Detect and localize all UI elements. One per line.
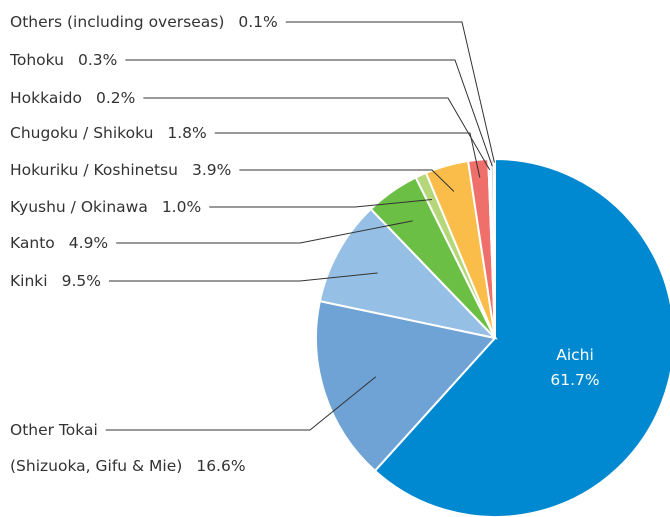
pie-slice	[315, 299, 497, 473]
category-name: Others (including overseas)	[10, 13, 224, 31]
category-name: Kanto	[10, 234, 55, 252]
pie-slice	[318, 207, 498, 340]
value-label: 0.1%	[238, 13, 277, 31]
value-label: 0.3%	[78, 51, 117, 69]
category-name: Tohoku	[9, 51, 64, 69]
category-label: Chugoku / Shikoku 1.8%	[10, 124, 207, 142]
pie-slice	[492, 157, 496, 339]
leader-line	[108, 272, 378, 282]
leader-line	[214, 132, 481, 178]
category-label: Kinki 9.5%	[10, 272, 101, 290]
category-label: Hokkaido 0.2%	[10, 89, 135, 107]
value-label: 1.0%	[162, 198, 201, 216]
pie-slice	[373, 157, 670, 517]
category-name: Kyushu / Okinawa	[10, 198, 148, 216]
leader-line	[105, 376, 377, 431]
category-name: Chugoku / Shikoku	[10, 124, 153, 142]
category-name: Aichi	[556, 346, 594, 364]
leader-line	[239, 169, 455, 192]
value-label: 1.8%	[167, 124, 206, 142]
leader-line	[209, 199, 433, 208]
category-label: Tohoku 0.3%	[9, 51, 117, 69]
category-name: Kinki	[10, 272, 48, 290]
category-label: Kanto 4.9%	[10, 234, 108, 252]
category-name: Hokkaido	[10, 89, 82, 107]
category-label: Other Tokai	[10, 421, 98, 439]
slice-label: Aichi 61.7%	[550, 346, 599, 389]
value-label: 4.9%	[69, 234, 108, 252]
value-label: 16.6%	[196, 457, 245, 475]
category-label: Hokuriku / Koshinetsu 3.9%	[10, 161, 231, 179]
category-label: Kyushu / Okinawa 1.0%	[10, 198, 201, 216]
value-label: 9.5%	[62, 272, 101, 290]
leader-line	[125, 59, 493, 167]
category-name: Hokuriku / Koshinetsu	[10, 161, 178, 179]
category-label: Others (including overseas) 0.1%	[10, 13, 278, 31]
leader-line	[285, 21, 495, 163]
leader-line	[143, 97, 491, 171]
category-name: (Shizuoka, Gifu & Mie)	[10, 457, 182, 475]
leader-line	[116, 220, 413, 244]
category-label: (Shizuoka, Gifu & Mie) 16.6%	[10, 457, 246, 475]
category-name: Other Tokai	[10, 421, 98, 439]
value-label: 3.9%	[192, 161, 231, 179]
value-label: 0.2%	[96, 89, 135, 107]
value-label: 61.7%	[550, 371, 599, 389]
